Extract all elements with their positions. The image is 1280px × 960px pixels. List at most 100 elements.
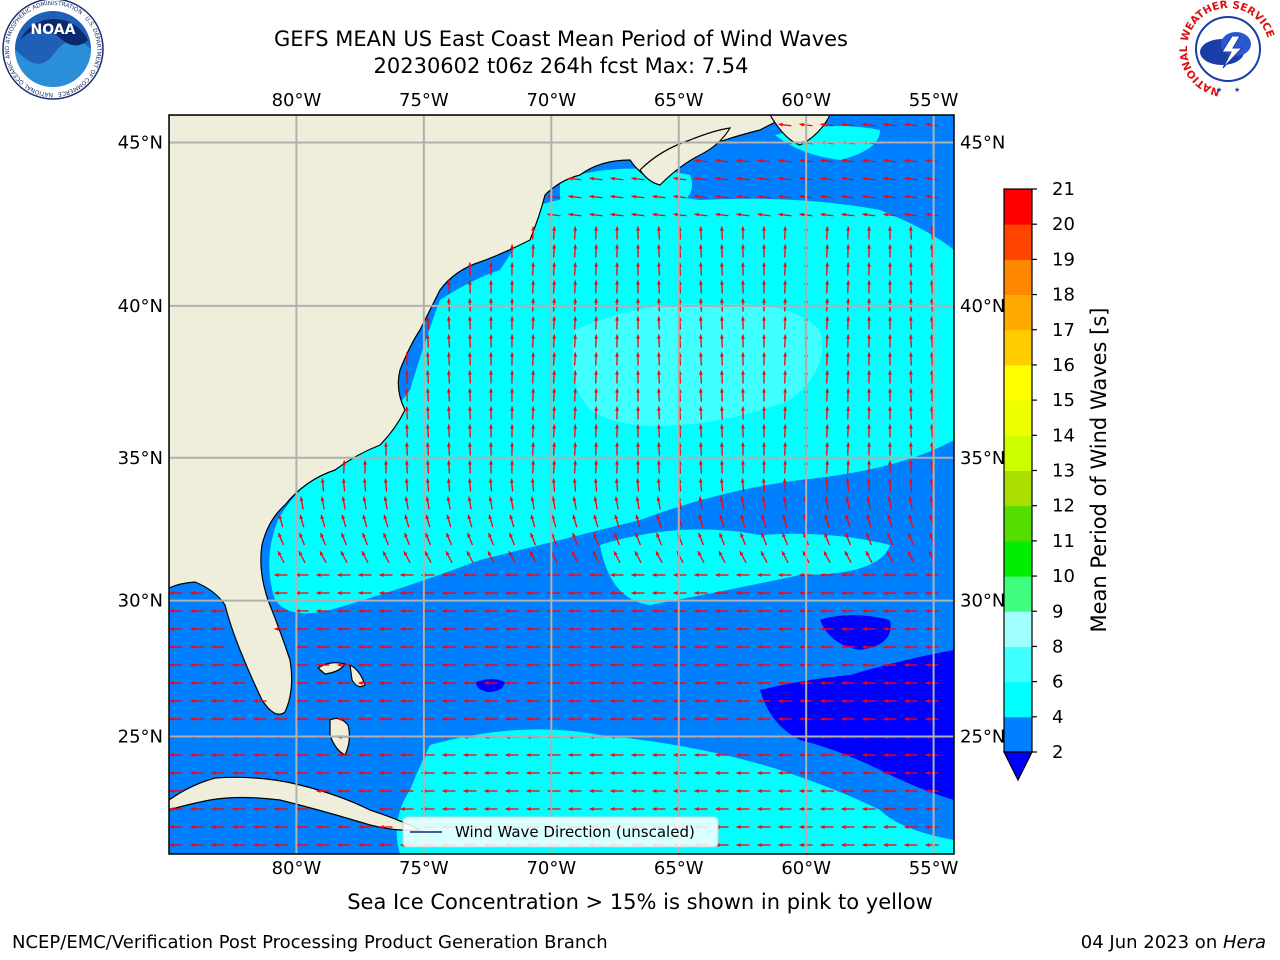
- wave-arrow-head: [510, 244, 514, 249]
- wave-arrow-head: [463, 807, 468, 811]
- wave-arrow-head: [295, 663, 300, 667]
- wave-arrow-head: [403, 551, 408, 556]
- wave-arrow-head: [274, 627, 279, 631]
- wave-arrow-head: [799, 807, 804, 811]
- wave-arrow-head: [446, 352, 451, 357]
- wave-arrow-head: [841, 194, 846, 199]
- wave-arrow-head: [573, 370, 578, 375]
- wave-arrow-head: [862, 591, 867, 595]
- wave-arrow-head: [925, 645, 930, 649]
- wave-arrow-head: [635, 514, 640, 520]
- wave-arrow-head: [589, 753, 594, 757]
- wave-arrow-head: [446, 478, 451, 483]
- wave-arrow-head: [484, 699, 489, 703]
- wave-arrow-head: [904, 194, 909, 199]
- wave-arrow-head: [656, 496, 661, 501]
- wave-arrow-head: [568, 663, 573, 667]
- wave-arrow-head: [739, 551, 744, 556]
- wave-arrow-head: [631, 176, 636, 181]
- wave-arrow-head: [925, 663, 930, 667]
- wave-arrow-head: [719, 298, 724, 303]
- wave-arrow-head: [489, 406, 493, 411]
- wave-arrow-head: [552, 298, 557, 303]
- wave-arrow-head: [211, 717, 216, 721]
- wave-arrow-head: [888, 280, 892, 285]
- wave-arrow-head: [463, 717, 468, 721]
- wave-arrow-head: [883, 609, 888, 613]
- wave-arrow-head: [337, 789, 342, 793]
- wave-arrow-head: [573, 352, 578, 357]
- wave-arrow-head: [862, 122, 867, 127]
- wave-arrow-head: [928, 551, 933, 556]
- wave-arrow-head: [295, 645, 300, 649]
- wave-arrow-head: [278, 532, 282, 538]
- wave-arrow-head: [379, 699, 384, 703]
- wave-arrow-head: [925, 573, 930, 577]
- colorbar-tick-label: 12: [1052, 496, 1075, 517]
- wave-arrow-head: [489, 460, 493, 465]
- wave-arrow-head: [673, 753, 678, 757]
- wave-arrow-head: [425, 460, 430, 465]
- wave-arrow-head: [484, 717, 489, 721]
- wave-arrow-head: [425, 442, 430, 447]
- wave-arrow-head: [169, 771, 174, 775]
- wave-arrow-head: [636, 226, 640, 231]
- wave-arrow-head: [489, 316, 493, 321]
- wave-arrow-head: [341, 532, 345, 538]
- wave-arrow-head: [358, 789, 363, 793]
- colorbar-under-extension: [1003, 751, 1033, 782]
- wave-arrow-head: [778, 789, 783, 793]
- wave-arrow-head: [762, 298, 766, 303]
- wave-arrow-head: [698, 442, 703, 447]
- wave-arrow-head: [736, 212, 741, 217]
- wave-arrow-head: [274, 609, 279, 613]
- wave-arrow-head: [904, 771, 909, 775]
- wave-arrow-head: [799, 645, 804, 649]
- wave-arrow-head: [484, 807, 489, 811]
- wave-arrow-head: [592, 551, 597, 556]
- wave-arrow-head: [400, 609, 405, 613]
- wave-arrow-head: [825, 280, 830, 285]
- wave-arrow-head: [379, 591, 384, 595]
- wave-arrow-head: [888, 388, 892, 393]
- wave-arrow-head: [635, 478, 640, 483]
- colorbar-segment: [1004, 646, 1032, 683]
- wave-arrow-head: [467, 460, 472, 465]
- wave-arrow-head: [610, 591, 615, 595]
- wave-arrow-head: [404, 352, 409, 357]
- sea-ice-note: Sea Ice Concentration > 15% is shown in …: [347, 890, 933, 914]
- wave-arrow-head: [757, 663, 762, 667]
- wave-arrow-head: [883, 645, 888, 649]
- wave-arrow-head: [594, 406, 599, 411]
- wave-arrow-head: [509, 532, 513, 538]
- wave-arrow-head: [589, 771, 594, 775]
- wave-arrow-head: [908, 460, 913, 465]
- wave-arrow-head: [698, 262, 703, 267]
- wave-arrow-head: [295, 843, 300, 847]
- wave-arrow-head: [783, 316, 788, 321]
- wave-arrow-head: [652, 645, 657, 649]
- wave-arrow-head: [232, 681, 237, 685]
- wave-arrow-head: [341, 496, 346, 501]
- wave-arrow-head: [488, 514, 493, 520]
- wave-arrow-head: [825, 316, 830, 321]
- wave-arrow-head: [736, 789, 741, 793]
- wave-arrow-head: [887, 514, 892, 520]
- wave-arrow-head: [719, 334, 724, 339]
- wave-arrow-head: [741, 352, 745, 357]
- wave-arrow-head: [552, 388, 557, 393]
- wave-arrow-head: [908, 280, 913, 285]
- wave-arrow-head: [424, 551, 429, 556]
- wave-arrow-head: [760, 551, 765, 556]
- wave-arrow-head: [694, 591, 699, 595]
- wave-arrow-head: [783, 388, 788, 393]
- wave-arrow-head: [190, 609, 195, 613]
- wave-arrow-head: [615, 262, 619, 267]
- wave-arrow-head: [337, 573, 342, 577]
- graticule: [169, 115, 954, 854]
- colorbar-segment: [1004, 716, 1032, 753]
- wave-arrow-head: [904, 609, 909, 613]
- wave-arrow-head: [442, 681, 447, 685]
- svg-text:★: ★: [1216, 86, 1222, 94]
- wave-arrow-head: [631, 573, 636, 577]
